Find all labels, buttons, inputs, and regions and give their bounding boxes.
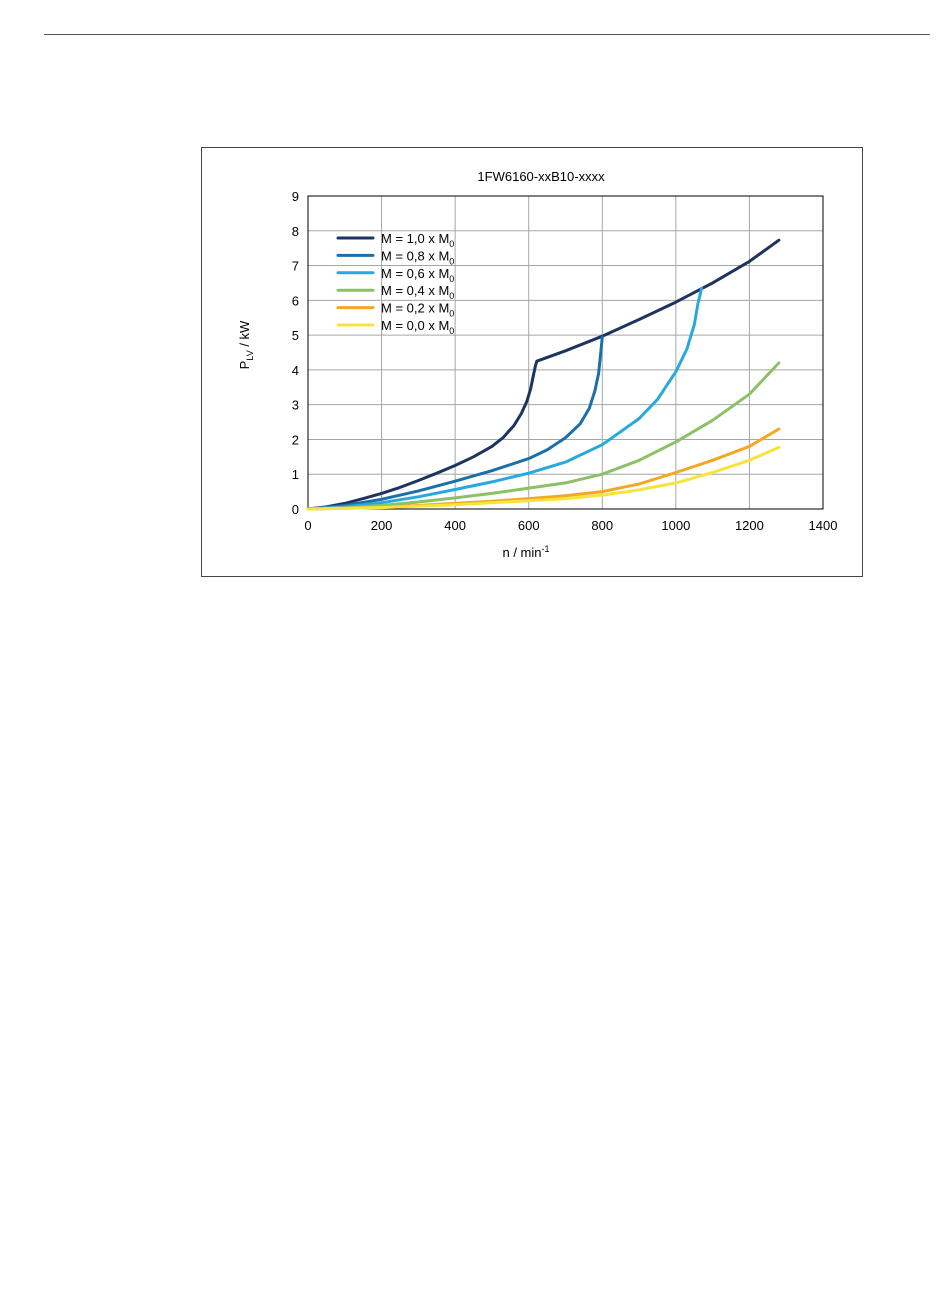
legend-entry: M = 0,4 x M0 [381,283,454,301]
x-tick-label: 600 [518,518,540,533]
y-tick-label: 1 [292,467,299,482]
x-tick-label: 1000 [661,518,690,533]
x-tick-label: 200 [371,518,393,533]
legend-entry: M = 0,0 x M0 [381,318,454,336]
figure-frame [201,147,863,577]
y-axis-label-rest: / kW [237,320,252,350]
plot-area-border [307,195,824,510]
series-lines [306,238,781,511]
y-axis-label: PLV / kW [237,320,255,369]
x-tick-label: 800 [591,518,613,533]
x-tick-label: 0 [304,518,311,533]
series-line-1 [306,335,604,511]
x-tick-label: 1200 [735,518,764,533]
series-line-3 [306,361,781,511]
legend-entry: M = 1,0 x M0 [381,231,454,249]
x-axis-label-sup: -1 [542,544,550,554]
x-tick-label: 400 [444,518,466,533]
series-line-0 [306,238,781,511]
legend: M = 1,0 x M0M = 0,8 x M0M = 0,6 x M0M = … [336,231,454,336]
y-tick-label: 6 [292,293,299,308]
x-axis-label-main: n / min [502,545,541,560]
series-line-2 [306,286,704,511]
y-axis-label-sub: LV [245,350,255,360]
page-header-rule [44,34,930,35]
y-tick-label: 2 [292,432,299,447]
chart-title: 1FW6160-xxB10-xxxx [477,169,605,184]
y-tick-label: 8 [292,224,299,239]
x-tick-label: 1400 [809,518,838,533]
legend-entry: M = 0,6 x M0 [381,266,454,284]
y-tick-label: 4 [292,363,299,378]
y-tick-label: 0 [292,502,299,517]
legend-entry: M = 0,8 x M0 [381,248,454,266]
y-tick-label: 7 [292,259,299,274]
y-tick-label: 9 [292,189,299,204]
y-tick-label: 5 [292,328,299,343]
y-axis-label-main: P [237,361,252,370]
legend-entry: M = 0,2 x M0 [381,301,454,319]
x-axis-label: n / min-1 [502,544,549,560]
series-line-5 [306,445,781,511]
y-tick-label: 3 [292,398,299,413]
tick-labels: 0 200 400 600 800 1000 1200 1400 0 1 2 3 4 5 6 7 8 9 [292,189,838,533]
